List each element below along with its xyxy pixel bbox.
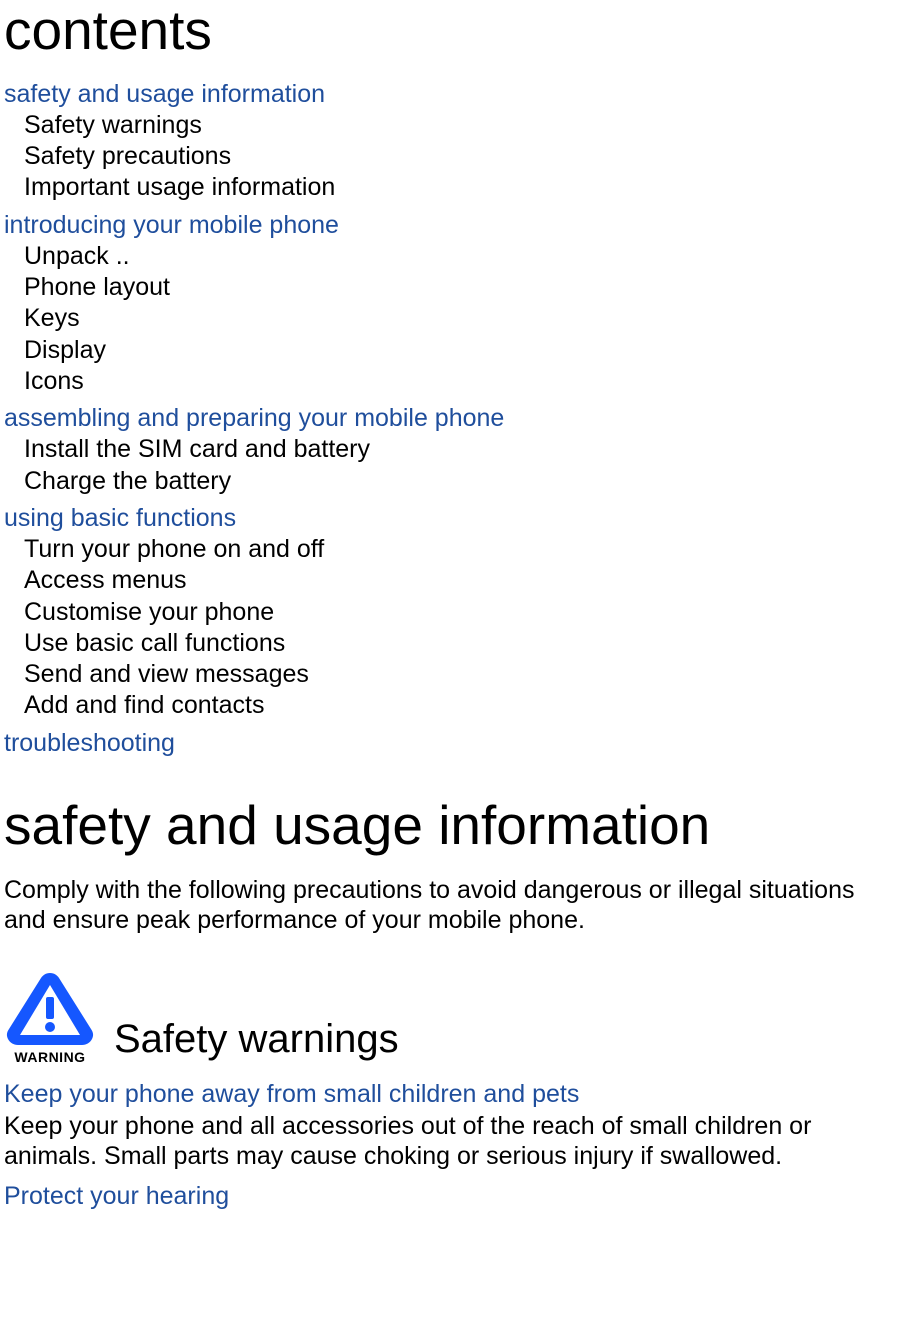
toc-item: Unpack .. [24, 241, 901, 272]
toc-section-link[interactable]: introducing your mobile phone [4, 210, 901, 241]
toc-item: Turn your phone on and off [24, 534, 901, 565]
toc-item: Customise your phone [24, 597, 901, 628]
toc-item: Display [24, 335, 901, 366]
toc-item: Send and view messages [24, 659, 901, 690]
toc-item: Access menus [24, 565, 901, 596]
toc-item: Icons [24, 366, 901, 397]
toc-section-link[interactable]: safety and usage information [4, 79, 901, 110]
toc-section-link[interactable]: assembling and preparing your mobile pho… [4, 403, 901, 434]
warning-block-body: Keep your phone and all accessories out … [4, 1111, 901, 1171]
warning-block-title: Keep your phone away from small children… [4, 1079, 901, 1110]
section-subheading: Safety warnings [114, 1019, 399, 1065]
section-intro: Comply with the following precautions to… [4, 875, 901, 935]
warning-label: WARNING [14, 1049, 85, 1065]
toc-section-link[interactable]: using basic functions [4, 503, 901, 534]
toc-item: Phone layout [24, 272, 901, 303]
toc-section-link[interactable]: troubleshooting [4, 728, 901, 759]
safety-warnings-header-row: WARNING Safety warnings [4, 969, 901, 1065]
warning-icon: WARNING [4, 969, 96, 1065]
page-title: contents [4, 0, 901, 61]
section-heading: safety and usage information [4, 795, 901, 856]
toc-item: Important usage information [24, 172, 901, 203]
toc-item: Keys [24, 303, 901, 334]
toc-item: Charge the battery [24, 466, 901, 497]
toc-item: Use basic call functions [24, 628, 901, 659]
warning-block-title: Protect your hearing [4, 1181, 901, 1212]
toc-item: Install the SIM card and battery [24, 434, 901, 465]
toc-item: Add and find contacts [24, 690, 901, 721]
toc-item: Safety precautions [24, 141, 901, 172]
toc-item: Safety warnings [24, 110, 901, 141]
